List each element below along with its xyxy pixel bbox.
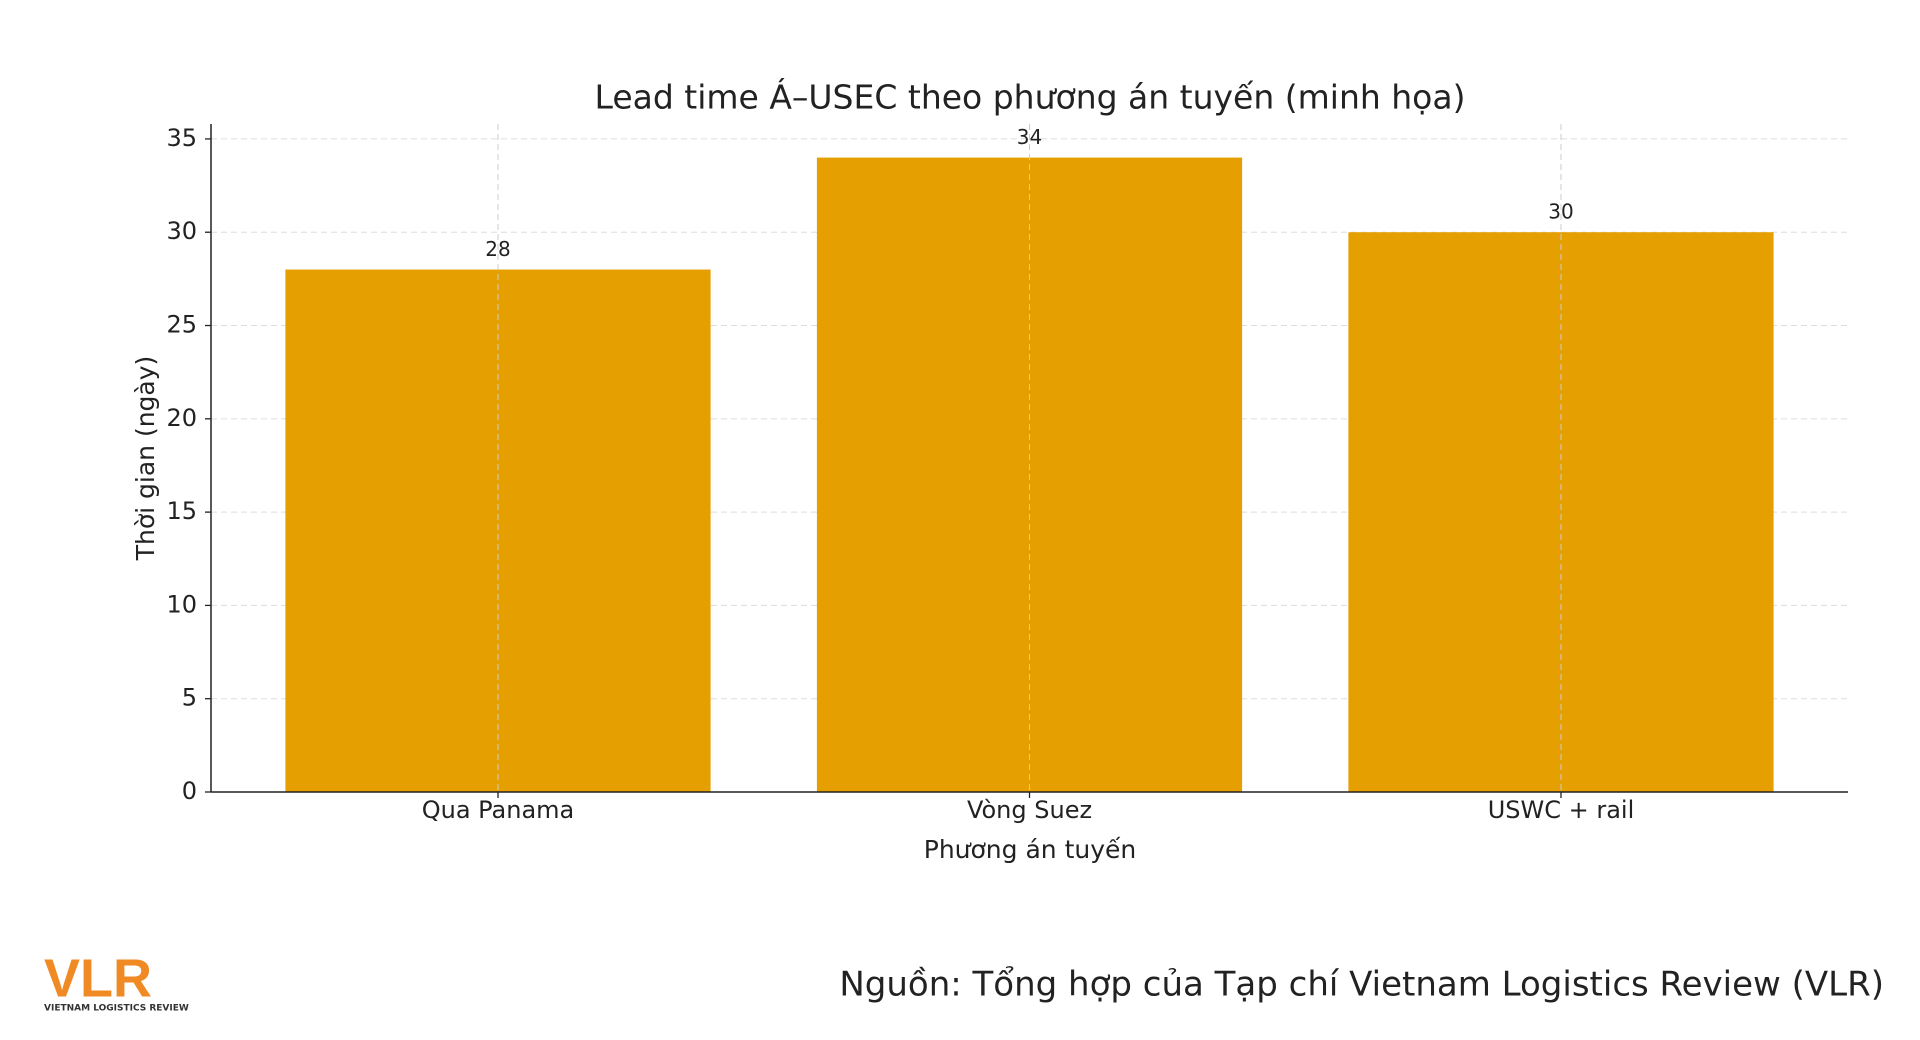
y-tick-label: 35 [166,124,197,152]
x-tick-label: Vòng Suez [967,796,1092,824]
y-tick-label: 20 [166,404,197,432]
logo-tagline: VIETNAM LOGISTICS REVIEW [44,1004,189,1014]
x-axis-label: Phương án tuyến [924,835,1137,864]
y-axis-label: Thời gian (ngày) [131,356,160,562]
y-tick-label: 10 [166,590,197,618]
source-note: Nguồn: Tổng hợp của Tạp chí Vietnam Logi… [839,965,1884,1005]
value-label: 30 [1548,200,1573,224]
x-tick-label: USWC + rail [1488,796,1635,824]
y-tick-label: 25 [166,311,197,339]
chart-title: Lead time Á–USEC theo phương án tuyến (m… [595,77,1466,117]
y-tick-label: 0 [182,777,197,805]
logo-text: VLR [44,948,152,1008]
y-tick-label: 5 [182,684,197,712]
y-tick-label: 30 [166,217,197,245]
y-tick-label: 15 [166,497,197,525]
x-tick-label: Qua Panama [422,796,575,824]
